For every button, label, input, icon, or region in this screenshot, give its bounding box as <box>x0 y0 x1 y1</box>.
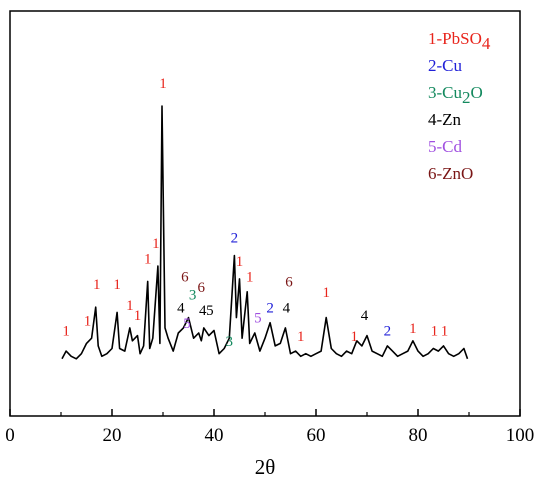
peak-label: 1 <box>113 277 121 293</box>
peak-label: 1 <box>144 251 152 267</box>
peak-label: 1 <box>84 313 92 329</box>
peak-label: 1 <box>431 324 439 340</box>
legend-entry-subscript: 4 <box>482 34 491 53</box>
peak-label: 1 <box>134 308 142 324</box>
x-tick-label: 100 <box>506 425 535 446</box>
peak-label: 1 <box>351 329 359 345</box>
legend-entry: 3-Cu2O <box>428 83 483 107</box>
peak-label: 2 <box>231 231 239 247</box>
peak-label: 6 <box>198 280 206 296</box>
x-tick-label: 0 <box>5 425 15 446</box>
legend-entry-subscript: 2 <box>462 88 471 107</box>
legend-entry-text: 2-Cu <box>428 56 463 75</box>
peak-label: 3 <box>189 288 197 304</box>
legend: 1-PbSO4 2-Cu 3-Cu2O 4-Zn 5-Cd 6-ZnO <box>428 29 491 183</box>
peak-label: 1 <box>93 277 101 293</box>
peak-label: 6 <box>181 269 189 285</box>
peak-label: 5 <box>254 311 262 327</box>
peak-label: 2 <box>266 300 274 316</box>
peak-label: 6 <box>285 275 293 291</box>
peak-label: 4 <box>199 303 207 319</box>
legend-entry-text: 4-Zn <box>428 110 462 129</box>
peak-label: 1 <box>246 269 254 285</box>
peak-label: 1 <box>159 76 167 92</box>
peak-label: 5 <box>206 303 214 319</box>
xrd-curve-group <box>61 105 469 360</box>
legend-entry-tail: O <box>471 83 483 102</box>
x-axis-ticks: 0 20 40 60 80 100 <box>5 409 534 446</box>
x-tick-label: 60 <box>307 425 326 446</box>
legend-entry: 2-Cu <box>428 56 463 75</box>
peak-label: 1 <box>297 329 305 345</box>
peak-label: 1 <box>152 236 160 252</box>
legend-entry: 6-ZnO <box>428 164 473 183</box>
peak-label: 1 <box>441 324 449 340</box>
legend-entry-text: 6-ZnO <box>428 164 473 183</box>
peak-label: 1 <box>62 324 70 340</box>
xrd-pattern-line <box>61 105 469 360</box>
x-tick-label: 20 <box>103 425 122 446</box>
legend-entry: 5-Cd <box>428 137 463 156</box>
peak-label: 4 <box>177 300 185 316</box>
peak-label: 2 <box>384 324 392 340</box>
x-tick-label: 40 <box>205 425 224 446</box>
peak-label: 1 <box>409 321 417 337</box>
legend-entry-text: 5-Cd <box>428 137 463 156</box>
peak-label: 4 <box>361 308 369 324</box>
x-axis-title: 2θ <box>255 455 276 479</box>
legend-entry-text: 1-PbSO <box>428 29 482 48</box>
legend-entry: 1-PbSO4 <box>428 29 491 53</box>
peak-label: 3 <box>226 334 234 350</box>
peak-label: 4 <box>283 300 291 316</box>
legend-entry-text: 3-Cu <box>428 83 463 102</box>
peak-label: 1 <box>322 285 330 301</box>
peak-label: 5 <box>183 316 191 332</box>
peak-label: 1 <box>236 254 244 270</box>
x-tick-label: 80 <box>409 425 428 446</box>
peak-label: 1 <box>126 298 134 314</box>
legend-entry: 4-Zn <box>428 110 462 129</box>
